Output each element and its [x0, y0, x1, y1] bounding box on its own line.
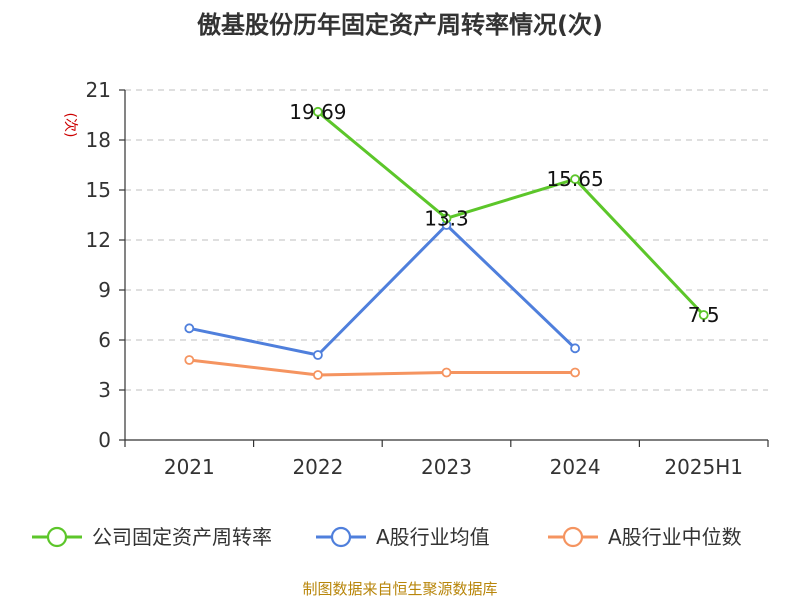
data-label: 13.3 [424, 206, 469, 230]
series-layer [184, 106, 709, 380]
data-point[interactable] [570, 174, 580, 185]
y-axis-label: (次) [62, 113, 78, 138]
chart-title: 傲基股份历年固定资产周转率情况(次) [197, 11, 603, 39]
x-tick-label: 2021 [164, 455, 215, 479]
axes: 0 3 6 9 12 15 18 21 2021 2022 2023 2024 2025H1 [86, 78, 769, 479]
legend-item[interactable]: 公司固定资产周转率 [32, 525, 272, 549]
grid-lines [125, 89, 768, 391]
data-point[interactable] [441, 367, 452, 378]
legend-label: A股行业中位数 [608, 525, 742, 549]
legend-label: A股行业均值 [376, 525, 490, 549]
legend[interactable]: 公司固定资产周转率 A股行业均值 A股行业中位数 [32, 525, 742, 549]
y-tick-label: 9 [98, 278, 111, 302]
data-point[interactable] [312, 106, 323, 117]
legend-marker [46, 526, 68, 548]
series-line [316, 110, 705, 317]
data-point[interactable] [570, 343, 580, 354]
x-tick-label: 2023 [421, 455, 472, 479]
y-tick-label: 18 [86, 128, 111, 152]
y-tick-label: 21 [86, 78, 111, 102]
x-tick-label: 2025H1 [664, 455, 743, 479]
legend-label: 公司固定资产周转率 [92, 525, 272, 549]
legend-marker [562, 526, 584, 548]
legend-item[interactable]: A股行业中位数 [548, 525, 742, 549]
data-label: 7.5 [688, 303, 720, 327]
series-line [188, 223, 577, 357]
legend-marker [330, 526, 352, 548]
legend-item[interactable]: A股行业均值 [316, 525, 490, 549]
x-tick-label: 2022 [292, 455, 343, 479]
data-label: 15.65 [546, 167, 603, 191]
data-label: 19.69 [289, 100, 346, 124]
data-point[interactable] [698, 310, 709, 320]
data-point[interactable] [441, 213, 452, 224]
data-point[interactable] [184, 355, 195, 365]
source-note: 制图数据来自恒生聚源数据库 [302, 580, 497, 598]
series-line [189, 358, 576, 377]
data-point[interactable] [184, 323, 195, 334]
y-tick-label: 0 [98, 428, 111, 452]
data-labels: 19.69 13.3 15.65 7.5 [289, 100, 719, 327]
y-tick-label: 12 [86, 228, 111, 252]
y-tick-label: 3 [98, 378, 111, 402]
y-tick-label: 6 [98, 328, 111, 352]
x-tick-label: 2024 [550, 455, 601, 479]
data-point[interactable] [312, 350, 323, 360]
data-point[interactable] [570, 367, 580, 378]
y-tick-label: 15 [86, 178, 111, 202]
data-point[interactable] [312, 370, 323, 380]
